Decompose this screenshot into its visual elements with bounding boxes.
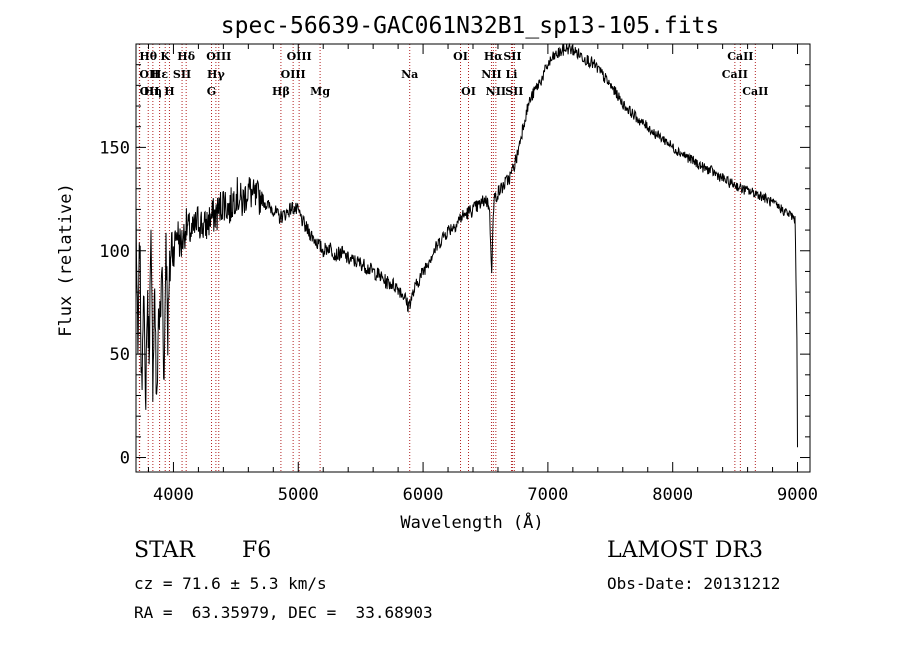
line-label-27: CaII: [742, 85, 768, 98]
y-tick-label: 0: [120, 449, 130, 469]
line-label-24: SII: [505, 85, 523, 98]
x-tick-label: 9000: [777, 485, 818, 505]
plot-frame: [135, 43, 811, 473]
y-axis-ticks: 0 50 100 150: [99, 64, 810, 469]
line-label-7: SII: [173, 68, 191, 81]
line-label-8: Hδ: [177, 50, 195, 63]
line-label-21: NII: [486, 85, 506, 98]
line-label-20: NII: [481, 68, 501, 81]
chart-title: spec-56639-GAC061N32B1_sp13-105.fits: [221, 13, 720, 39]
line-label-9: OIII: [206, 50, 231, 63]
line-label-1: OII: [139, 68, 159, 81]
x-tick-label: 7000: [527, 485, 568, 505]
spectrum-chart: spec-56639-GAC061N32B1_sp13-105.fits Hθ O…: [56, 13, 818, 533]
object-subclass: F6: [242, 538, 272, 563]
line-label-23: Li: [505, 68, 517, 81]
obs-date: Obs-Date: 20131212: [607, 574, 781, 593]
y-axis-label: Flux (relative): [56, 183, 76, 337]
line-label-0: Hθ: [139, 50, 157, 63]
line-label-17: OI: [453, 50, 468, 63]
line-label-14: OIII: [281, 68, 306, 81]
line-label-2: OII: [140, 85, 160, 98]
spectrum-line: [135, 42, 798, 448]
line-label-12: Hβ: [272, 85, 290, 98]
line-label-10: Hγ: [207, 68, 225, 81]
survey-name: LAMOST DR3: [607, 538, 763, 563]
x-axis-ticks: 4000 5000 6000 7000 8000 9000: [147, 44, 818, 505]
y-tick-label: 50: [110, 345, 130, 365]
x-tick-label: 5000: [278, 485, 319, 505]
redshift-text: cz = 71.6 ± 5.3 km/s: [134, 574, 327, 593]
line-label-22: SII: [503, 50, 521, 63]
line-label-5: Hη: [144, 85, 162, 98]
y-tick-label: 100: [99, 242, 130, 262]
line-label-6: H: [164, 85, 174, 98]
line-label-13: OIII: [287, 50, 312, 63]
line-label-15: Mg: [310, 85, 330, 98]
spectral-line-markers: [138, 44, 756, 472]
coordinates: RA = 63.35979, DEC = 33.68903: [134, 603, 433, 622]
line-label-16: Na: [401, 68, 418, 81]
line-label-18: OI: [461, 85, 476, 98]
object-class: STAR: [134, 538, 195, 563]
x-axis-label: Wavelength (Å): [400, 511, 543, 533]
line-label-3: K: [160, 50, 170, 63]
line-label-26: CaII: [722, 68, 748, 81]
x-tick-label: 4000: [153, 485, 194, 505]
x-tick-label: 8000: [652, 485, 693, 505]
line-label-11: G: [207, 85, 216, 98]
line-label-4: Hε: [151, 68, 168, 81]
line-label-25: CaII: [727, 50, 753, 63]
y-tick-label: 150: [99, 138, 130, 158]
x-tick-label: 6000: [403, 485, 444, 505]
line-label-19: Hα: [484, 50, 503, 63]
